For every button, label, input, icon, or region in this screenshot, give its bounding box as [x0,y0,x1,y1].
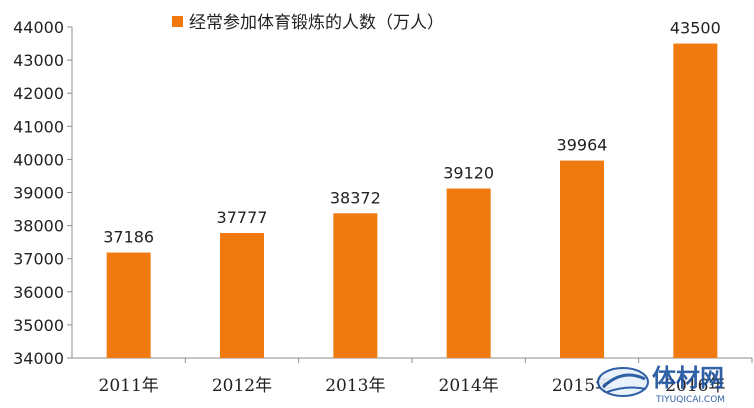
boat-logo-icon [597,367,649,397]
chart-bars [106,43,718,359]
x-tick-label: 2016年 [665,376,725,396]
bar [560,160,604,358]
y-tick-label: 36000 [13,283,64,302]
x-tick-label: 2012年 [212,376,272,396]
x-tick-label: 2013年 [325,376,385,396]
watermark: 体材网 TIYUQICAI.COM [597,364,725,405]
y-tick-label: 40000 [13,150,64,169]
y-tick-label: 43000 [13,51,64,70]
watermark-text: 体材网 [652,364,724,392]
y-tick-label: 41000 [13,117,64,136]
data-label: 38372 [330,188,381,207]
y-tick-label: 37000 [13,250,64,269]
data-label: 37186 [103,228,154,247]
legend-swatch [172,16,183,27]
chart-axes: 34000 35000 36000 37000 38000 39000 40000 41000… [13,18,753,396]
y-tick-label: 38000 [13,217,64,236]
y-tick-label: 34000 [13,349,64,368]
y-tick-label: 42000 [13,84,64,103]
data-label: 37777 [217,208,268,227]
x-tick-label: 2011年 [99,376,159,396]
bar [333,213,378,358]
bar [220,232,264,358]
data-label: 39120 [443,164,494,183]
bar [106,252,151,358]
bar [446,188,491,358]
data-label: 43500 [670,19,721,38]
x-tick-label: 2014年 [439,376,499,396]
legend-label: 经常参加体育锻炼的人数（万人） [189,13,444,33]
watermark-subtext: TIYUQICAI.COM [655,395,725,405]
chart-data-labels: 37186 37777 38372 39120 39964 43500 [103,19,721,247]
data-label: 39964 [557,136,608,155]
chart-legend: 经常参加体育锻炼的人数（万人） [172,13,444,33]
y-tick-label: 39000 [13,184,64,203]
y-tick-label: 35000 [13,316,64,335]
bar [673,43,718,359]
y-tick-label: 44000 [13,18,64,37]
